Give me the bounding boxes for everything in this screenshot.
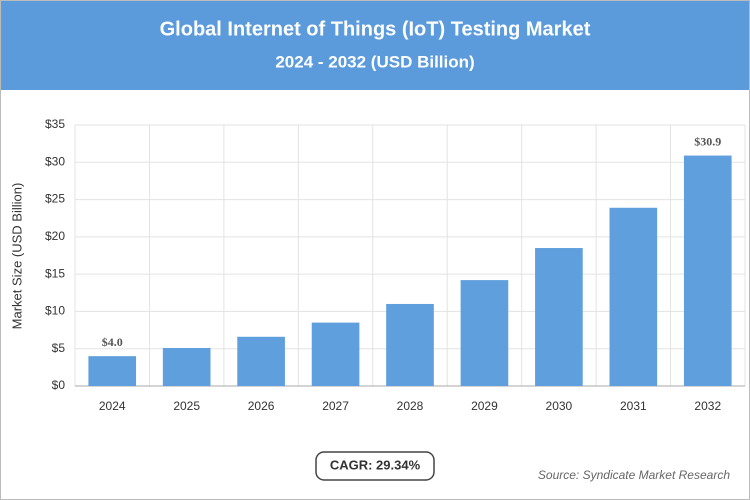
x-tick-label: 2030	[546, 399, 573, 413]
y-tick-label: $25	[45, 192, 65, 206]
y-tick-label: $5	[52, 341, 66, 355]
bar	[311, 322, 360, 386]
y-tick-label: $20	[45, 229, 65, 243]
bar	[237, 336, 285, 386]
bar	[609, 207, 658, 386]
bar	[535, 248, 583, 386]
cagr-box	[315, 451, 435, 481]
x-tick-label: 2031	[620, 399, 647, 413]
source: Source: Syndicate Market Research	[538, 468, 730, 482]
y-tick-label: $15	[45, 266, 65, 280]
y-tick-label: $10	[45, 304, 65, 318]
y-axis-label: Market Size (USD Billion)	[9, 183, 24, 330]
cagr-text: CAGR: 29.34%	[330, 457, 421, 472]
value-label: $4.0	[102, 335, 123, 349]
x-tick-label: 2024	[99, 399, 126, 413]
bar	[162, 347, 211, 386]
value-label: $30.9	[694, 134, 721, 148]
x-tick-label: 2032	[694, 399, 721, 413]
x-tick-label: 2029	[471, 399, 498, 413]
y-tick-label: $35	[45, 117, 65, 131]
bar	[88, 356, 137, 386]
chart-title: Global Internet of Things (IoT) Testing …	[160, 18, 591, 40]
header	[1, 1, 749, 90]
x-tick-label: 2028	[397, 399, 424, 413]
x-tick-label: 2026	[248, 399, 275, 413]
x-tick-label: 2027	[322, 399, 349, 413]
y-tick-label: $30	[45, 154, 65, 168]
chart-subtitle: 2024 - 2032 (USD Billion)	[275, 52, 474, 71]
y-tick-label: $0	[52, 378, 66, 392]
bar	[683, 155, 732, 386]
bar	[386, 303, 434, 386]
x-tick-label: 2025	[173, 399, 200, 413]
bar	[460, 280, 509, 386]
